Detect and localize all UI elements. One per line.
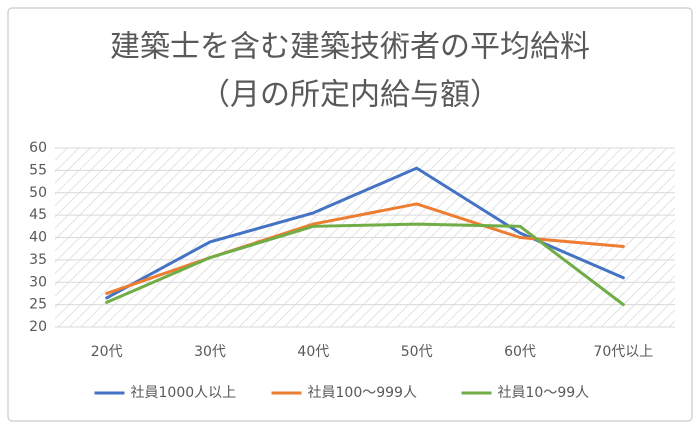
x-tick-label: 40代 (297, 344, 329, 360)
plot: 20 25 30 35 40 45 50 55 60 20代 30代 40代 50代 60代 70代以上社員… (29, 140, 675, 401)
x-tick-label: 30代 (194, 344, 226, 360)
x-tick-label: 50代 (401, 344, 433, 360)
y-tick-label: 25 (29, 297, 47, 313)
chart-subtitle: （月の所定内給与額） (200, 78, 500, 113)
y-tick-label: 30 (29, 274, 47, 290)
y-tick-label: 50 (29, 185, 47, 201)
y-tick-label: 35 (29, 252, 47, 268)
legend-label: 社員1000人以上 (131, 385, 237, 401)
legend-label: 社員100～999人 (308, 385, 417, 401)
y-tick-label: 55 (29, 162, 47, 178)
y-tick-label: 40 (29, 230, 47, 246)
y-tick-label: 60 (29, 140, 47, 156)
series-line (105, 222, 625, 307)
legend-label: 社員10～99人 (498, 385, 590, 401)
y-tick-label: 20 (29, 319, 47, 335)
x-tick-label: 20代 (91, 344, 123, 360)
chart-title: 建築士を含む建築技術者の平均給料 (110, 30, 590, 65)
y-tick-label: 45 (29, 207, 47, 223)
x-tick-label: 60代 (504, 344, 536, 360)
x-tick-label: 70代以上 (593, 344, 653, 360)
